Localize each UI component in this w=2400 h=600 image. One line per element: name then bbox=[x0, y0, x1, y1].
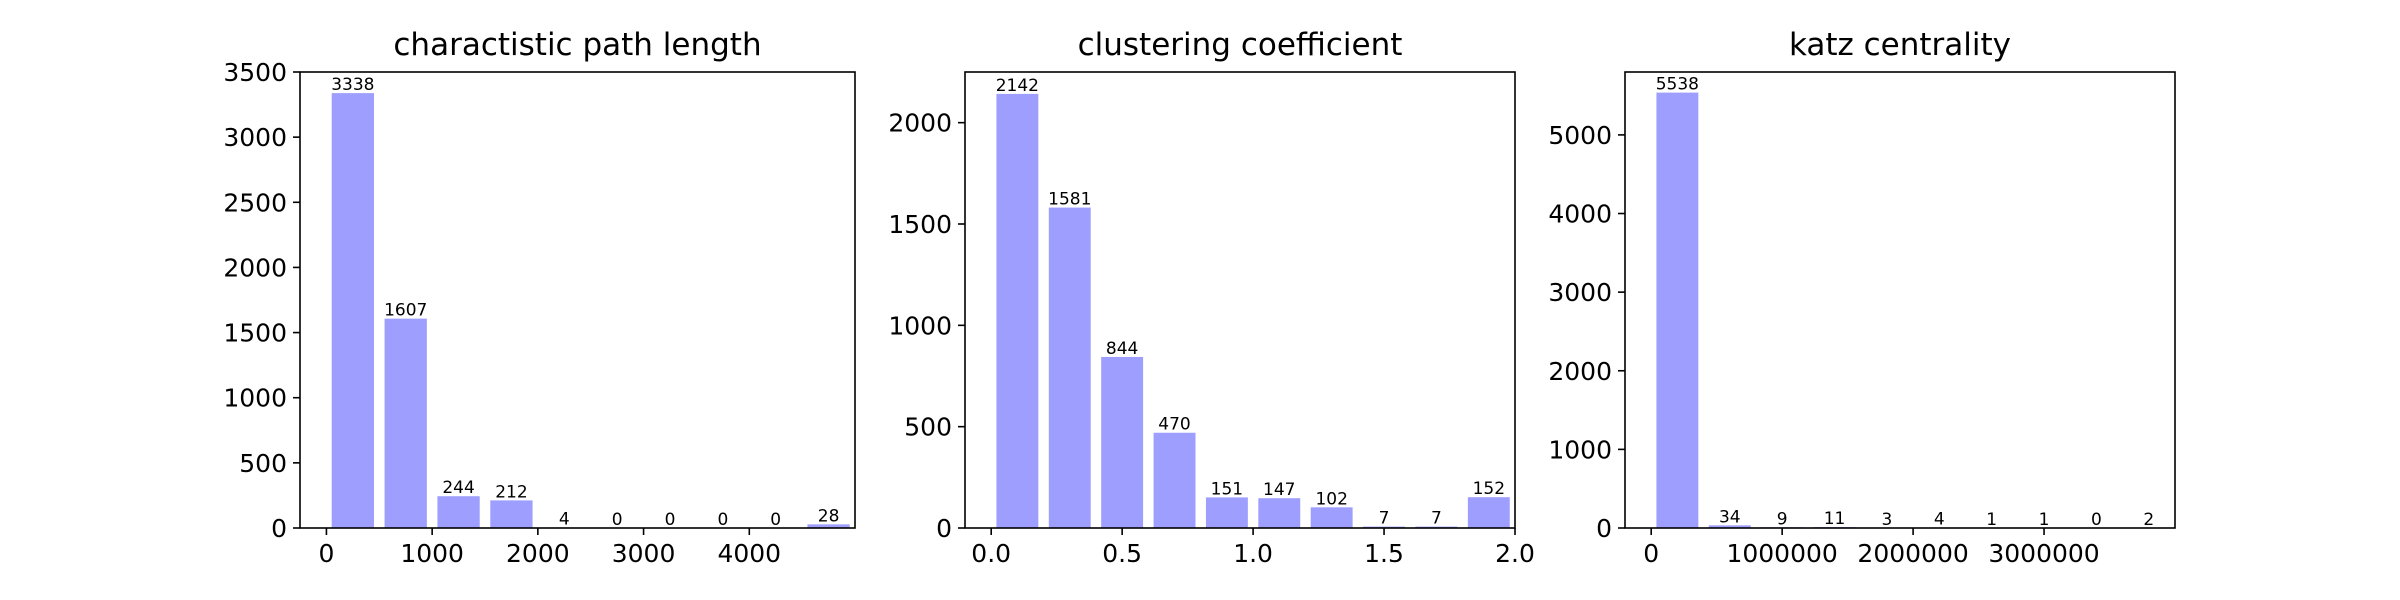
bar bbox=[1708, 525, 1751, 528]
y-tick-label: 500 bbox=[239, 449, 287, 478]
bar-data-label: 4 bbox=[1934, 510, 1945, 530]
bar bbox=[1101, 356, 1144, 528]
bar bbox=[1310, 507, 1353, 528]
bar-data-label: 3338 bbox=[331, 75, 374, 95]
bar bbox=[1153, 432, 1196, 528]
y-tick-label: 1000 bbox=[223, 384, 287, 413]
x-tick-label: 1000 bbox=[400, 539, 464, 568]
bar-data-label: 3 bbox=[1881, 510, 1892, 530]
bar-data-label: 1 bbox=[1986, 510, 1997, 530]
x-tick-label: 3000 bbox=[612, 539, 676, 568]
bar-data-label: 7 bbox=[1379, 509, 1390, 529]
x-tick-label: 0.5 bbox=[1102, 539, 1142, 568]
x-tick-label: 0.0 bbox=[971, 539, 1011, 568]
bar-data-label: 0 bbox=[665, 510, 676, 530]
bar-data-label: 844 bbox=[1106, 339, 1138, 359]
bar-data-label: 102 bbox=[1315, 489, 1347, 509]
bar-data-label: 2 bbox=[2143, 510, 2154, 530]
y-tick-label: 2000 bbox=[223, 253, 287, 282]
bar-data-label: 28 bbox=[818, 506, 840, 526]
y-tick-label: 0 bbox=[271, 514, 287, 543]
x-tick-label: 2000 bbox=[506, 539, 570, 568]
bar-data-label: 1 bbox=[2039, 510, 2050, 530]
y-tick-label: 3500 bbox=[223, 58, 287, 87]
bar bbox=[807, 524, 850, 528]
chart-title: clustering coefficient bbox=[1078, 27, 1403, 63]
bar-data-label: 151 bbox=[1211, 479, 1243, 499]
bar-data-label: 4 bbox=[559, 509, 570, 529]
bar bbox=[331, 93, 374, 528]
bar-data-label: 7 bbox=[1431, 509, 1442, 529]
bar bbox=[1656, 92, 1699, 528]
x-tick-label: 0 bbox=[1643, 539, 1659, 568]
bar-data-label: 244 bbox=[442, 478, 474, 498]
chart-title: katz centrality bbox=[1789, 27, 2011, 63]
bar-data-label: 0 bbox=[717, 510, 728, 530]
bar bbox=[1205, 497, 1248, 528]
y-tick-label: 500 bbox=[904, 413, 952, 442]
chart-title: charactistic path length bbox=[393, 27, 761, 63]
y-tick-label: 0 bbox=[936, 514, 952, 543]
bar-data-label: 1607 bbox=[384, 301, 427, 321]
x-tick-label: 2.0 bbox=[1495, 539, 1535, 568]
bar-data-label: 0 bbox=[770, 510, 781, 530]
x-tick-label: 1.5 bbox=[1364, 539, 1404, 568]
y-tick-label: 1500 bbox=[223, 319, 287, 348]
y-tick-label: 2500 bbox=[223, 188, 287, 217]
y-tick-label: 3000 bbox=[223, 123, 287, 152]
bar-data-label: 470 bbox=[1158, 415, 1190, 435]
bar bbox=[1048, 207, 1091, 529]
bar-data-label: 152 bbox=[1473, 479, 1505, 499]
y-tick-label: 1500 bbox=[888, 210, 952, 239]
bar-data-label: 147 bbox=[1263, 480, 1295, 500]
y-tick-label: 1000 bbox=[888, 311, 952, 340]
bar-data-label: 11 bbox=[1824, 509, 1846, 529]
chart-panel-2: 2142 1581 844 470 151 147 102 7 7 152 0.0 0.5 1.0 1.5… bbox=[888, 27, 1535, 568]
bar bbox=[437, 496, 480, 528]
bar bbox=[996, 93, 1039, 528]
y-tick-label: 2000 bbox=[888, 109, 952, 138]
axes-frame bbox=[299, 71, 856, 529]
x-tick-label: 4000 bbox=[717, 539, 781, 568]
x-tick-label: 3000000 bbox=[1988, 539, 2099, 568]
y-tick-label: 5000 bbox=[1548, 121, 1612, 150]
bar-data-label: 1581 bbox=[1048, 190, 1091, 210]
bar-data-label: 34 bbox=[1719, 507, 1741, 527]
bar bbox=[1258, 498, 1301, 528]
bar bbox=[384, 318, 427, 528]
y-tick-label: 1000 bbox=[1548, 435, 1612, 464]
x-tick-label: 1.0 bbox=[1233, 539, 1273, 568]
bar-data-label: 212 bbox=[495, 482, 527, 502]
bar-data-label: 9 bbox=[1777, 509, 1788, 529]
x-tick-label: 1000000 bbox=[1726, 539, 1837, 568]
x-tick-label: 0 bbox=[318, 539, 334, 568]
bar bbox=[490, 500, 533, 528]
bar-data-label: 0 bbox=[2091, 510, 2102, 530]
bar-data-label: 0 bbox=[612, 510, 623, 530]
x-tick-label: 2000000 bbox=[1857, 539, 1968, 568]
bar bbox=[1467, 497, 1510, 528]
y-tick-label: 3000 bbox=[1548, 278, 1612, 307]
axes-frame bbox=[1624, 71, 2176, 529]
bar-data-label: 2142 bbox=[996, 76, 1039, 96]
y-tick-label: 4000 bbox=[1548, 200, 1612, 229]
axes-frame bbox=[964, 71, 1516, 529]
y-tick-label: 2000 bbox=[1548, 357, 1612, 386]
bar-data-label: 5538 bbox=[1656, 75, 1699, 95]
y-tick-label: 0 bbox=[1596, 514, 1612, 543]
